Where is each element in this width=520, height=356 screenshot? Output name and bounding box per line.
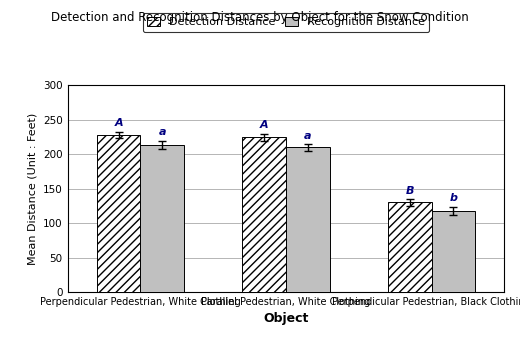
Bar: [140, 145, 184, 292]
Text: A: A: [114, 118, 123, 128]
Bar: [286, 147, 330, 292]
Y-axis label: Mean Distance (Unit : Feet): Mean Distance (Unit : Feet): [28, 112, 37, 265]
Text: b: b: [449, 193, 458, 203]
Text: a: a: [304, 131, 311, 141]
Bar: [388, 203, 432, 292]
Text: a: a: [159, 127, 166, 137]
Text: Detection and Recognition Distances by Object for the Snow Condition: Detection and Recognition Distances by O…: [51, 11, 469, 24]
Bar: [97, 135, 140, 292]
Bar: [432, 211, 475, 292]
Bar: [242, 137, 286, 292]
Text: A: A: [260, 120, 268, 130]
X-axis label: Object: Object: [263, 312, 309, 325]
Text: B: B: [406, 185, 414, 195]
Legend: Detection Distance, Recognition Distance: Detection Distance, Recognition Distance: [142, 12, 430, 32]
